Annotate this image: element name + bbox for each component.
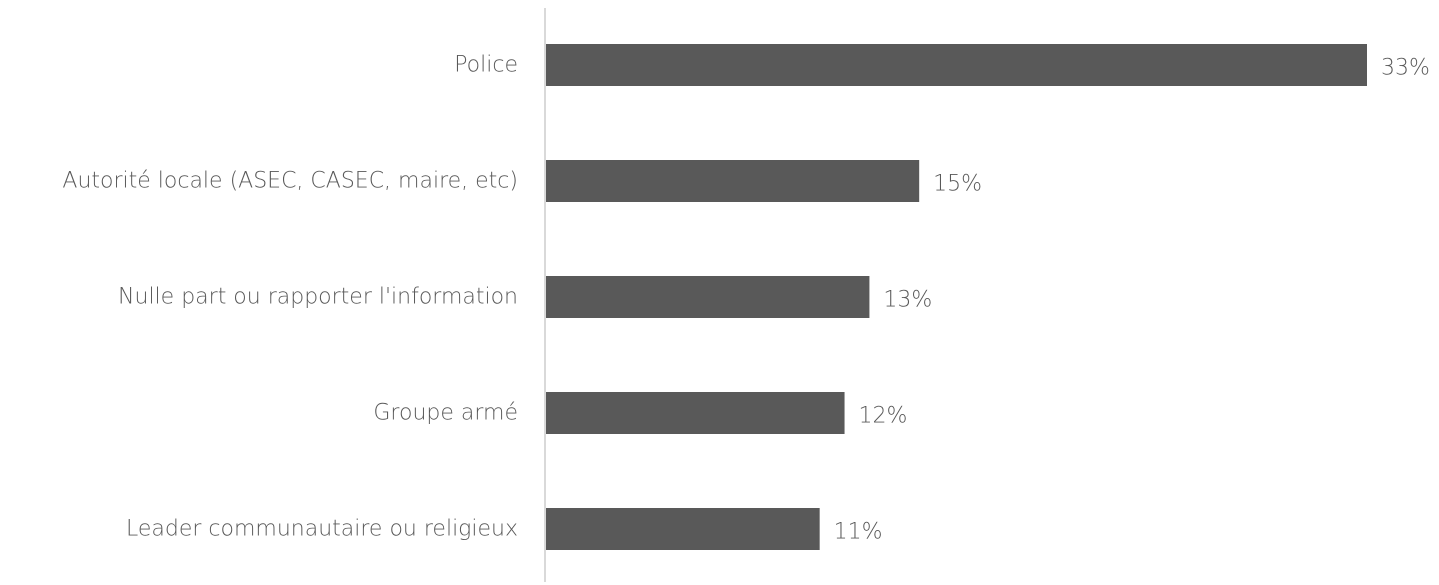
category-label: Leader communautaire ou religieux bbox=[126, 517, 518, 542]
category-label: Groupe armé bbox=[373, 401, 518, 426]
category-label: Police bbox=[454, 53, 518, 78]
value-label: 33% bbox=[1381, 56, 1430, 81]
bar bbox=[546, 44, 1367, 86]
value-labels-group: 33% 15% 13% 12% 11% bbox=[834, 56, 1430, 545]
category-labels-group: Police Autorité locale (ASEC, CASEC, mair… bbox=[62, 53, 518, 542]
value-label: 12% bbox=[859, 404, 908, 429]
value-label: 13% bbox=[883, 288, 932, 313]
category-label: Nulle part ou rapporter l'information bbox=[118, 285, 518, 310]
bar bbox=[546, 508, 820, 550]
category-label: Autorité locale (ASEC, CASEC, maire, etc… bbox=[62, 169, 518, 194]
bars-group bbox=[546, 44, 1367, 550]
bar bbox=[546, 392, 845, 434]
bar bbox=[546, 160, 920, 202]
value-label: 11% bbox=[834, 520, 883, 545]
value-label: 15% bbox=[933, 172, 982, 197]
bar bbox=[546, 276, 870, 318]
